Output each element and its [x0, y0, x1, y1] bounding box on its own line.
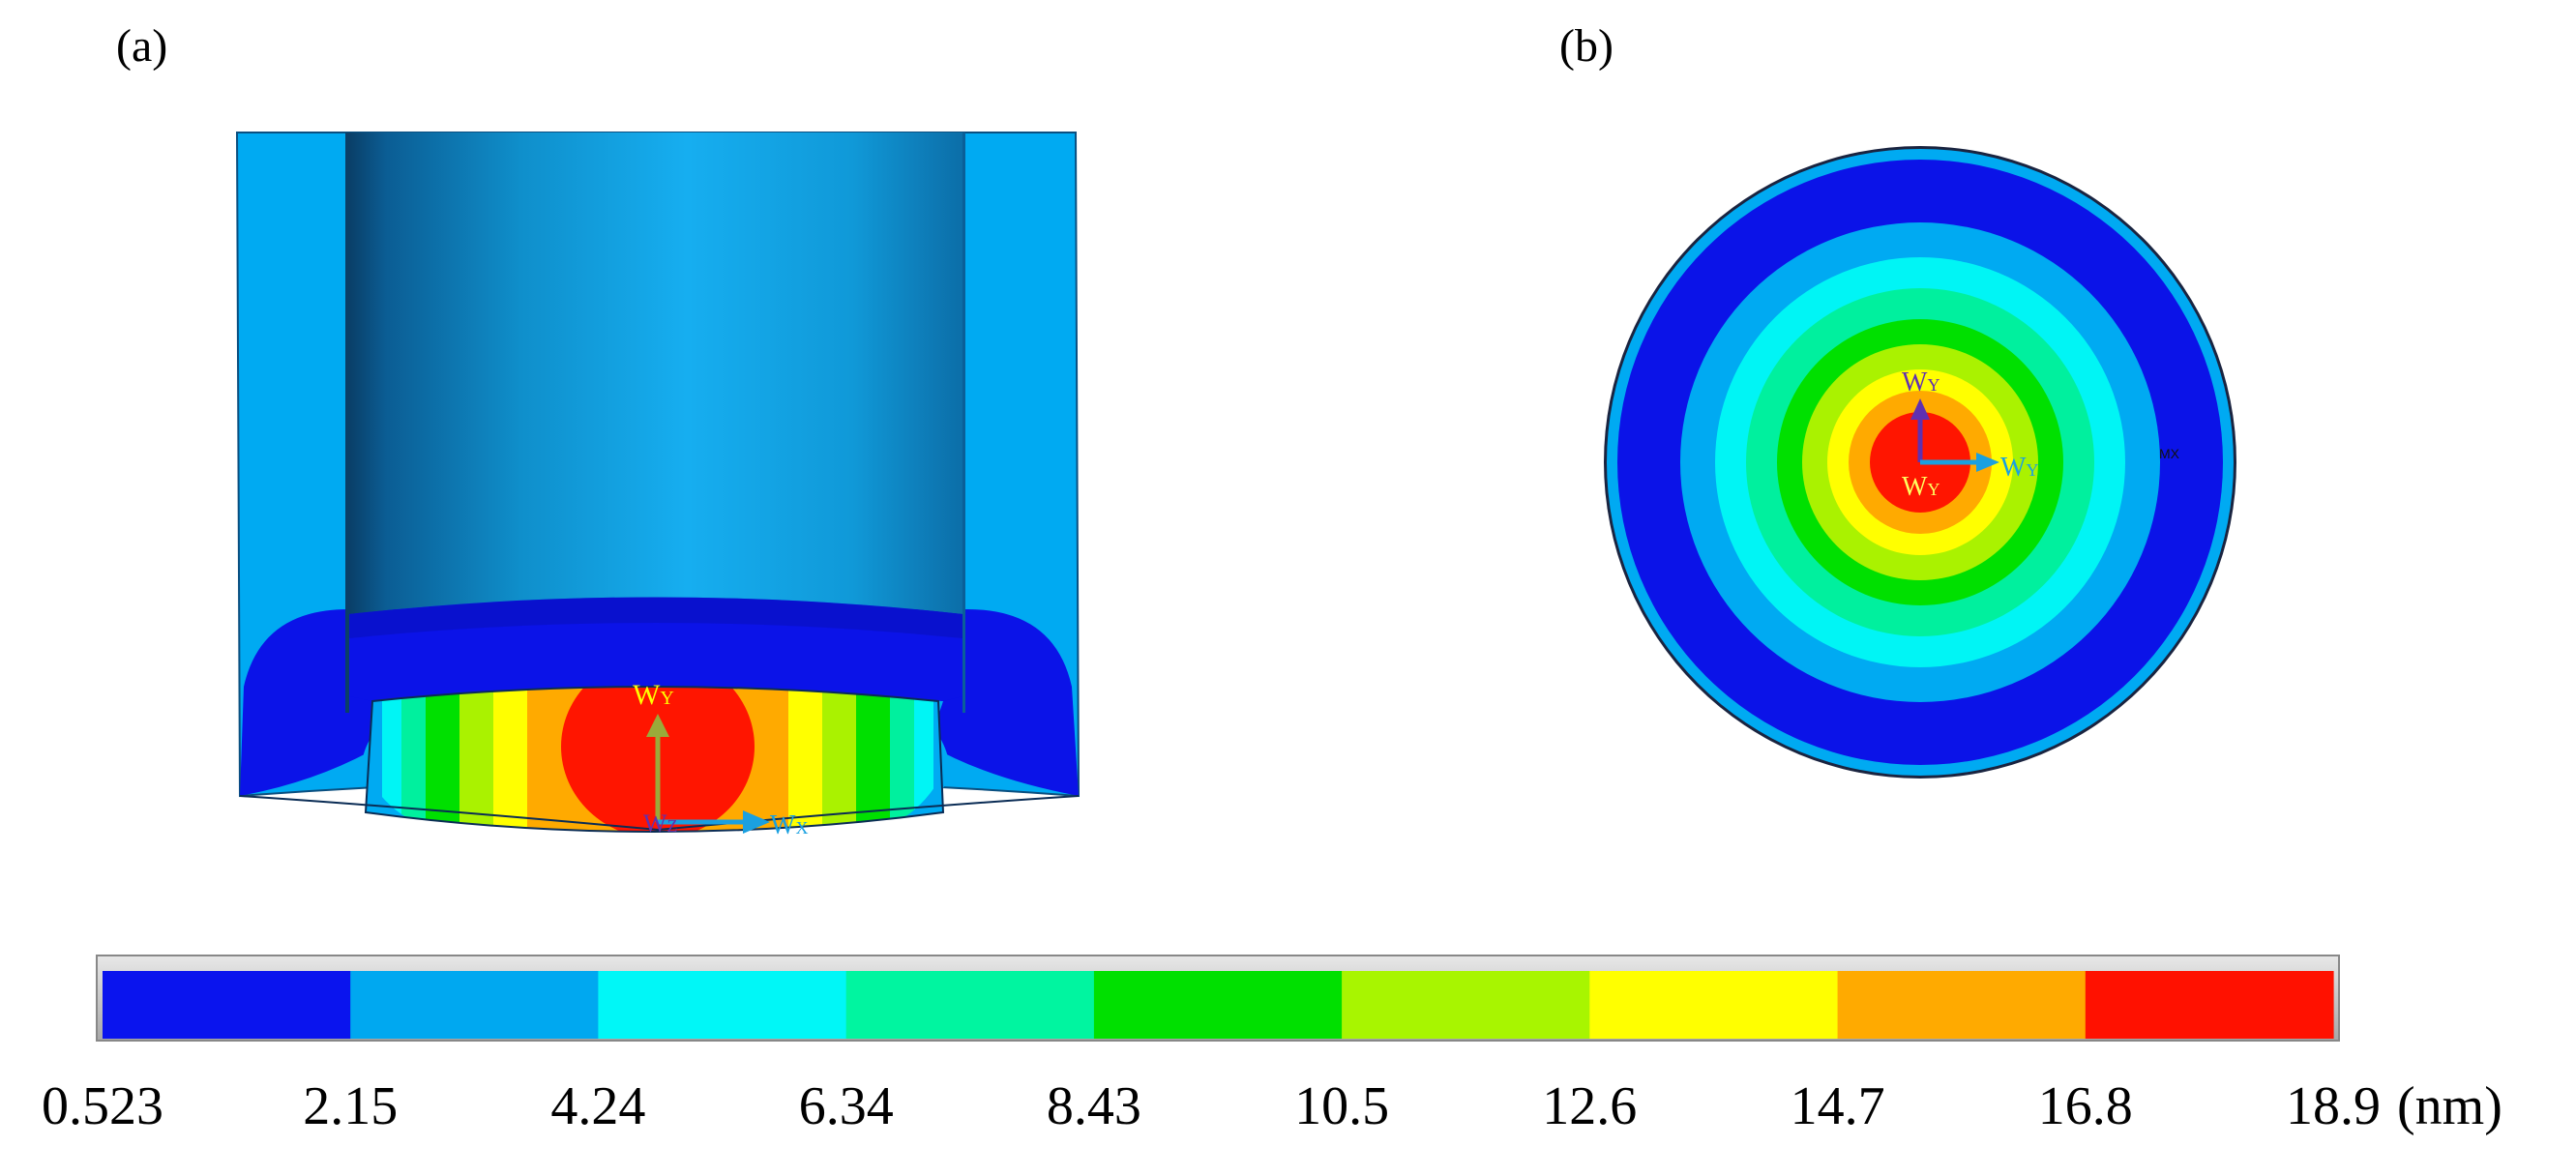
- colorbar: 0.523 2.15 4.24 6.34 8.43 10.5 12.6 14.7 16.8 18.…: [42, 955, 2502, 1136]
- colorbar-segment-9: [2085, 971, 2334, 1039]
- svg-text:WX: WX: [770, 810, 808, 840]
- colorbar-tick-label: 8.43: [1047, 1076, 1141, 1136]
- triad-b: WY WY WY MX: [1902, 368, 2180, 502]
- triad-b-right-label: W: [2000, 453, 2027, 483]
- colorbar-tick-label: 14.7: [1791, 1076, 1885, 1136]
- right-wall-edge: [962, 132, 965, 713]
- colorbar-tick-label: 10.5: [1294, 1076, 1389, 1136]
- svg-text:WZ: WZ: [643, 809, 678, 838]
- svg-text:WY: WY: [633, 679, 674, 711]
- cylinder-bottom-band-shade: [349, 597, 962, 638]
- triad-a: WY WZ WX: [633, 679, 808, 840]
- colorbar-segment-4: [845, 971, 1095, 1039]
- colorbar-tick-label: 2.15: [303, 1076, 398, 1136]
- colorbar-tick-label: 6.34: [799, 1076, 894, 1136]
- colorbar-tick-label: 0.523: [42, 1076, 163, 1136]
- triad-b-top-label: W: [1902, 368, 1928, 397]
- colorbar-segment-3: [598, 971, 847, 1039]
- colorbar-segment-5: [1093, 971, 1343, 1039]
- colorbar-segment-1: [103, 971, 351, 1039]
- inner-cylinder: [349, 132, 962, 614]
- colorbar-segments: [103, 971, 2334, 1039]
- colorbar-unit: (nm): [2397, 1076, 2502, 1136]
- triad-a-y-label: W: [633, 679, 661, 711]
- panel-label-a: (a): [116, 20, 167, 72]
- panel-a-cross-section: WY WZ WX: [235, 132, 1081, 840]
- housing-bottom-edge: [239, 795, 1080, 832]
- triad-a-z-sub: Z: [667, 816, 678, 836]
- colorbar-segment-8: [1837, 971, 2087, 1039]
- panel-label-b: (b): [1559, 20, 1614, 72]
- triad-a-y-sub: Y: [660, 688, 673, 709]
- colorbar-segment-6: [1342, 971, 1590, 1039]
- triad-a-x-label: W: [770, 810, 796, 840]
- triad-b-top-sub: Y: [1927, 375, 1939, 395]
- colorbar-segment-2: [350, 971, 599, 1039]
- triad-a-x-sub: X: [795, 818, 808, 838]
- colorbar-segment-7: [1589, 971, 1839, 1039]
- triad-a-z-label: W: [643, 809, 667, 838]
- colorbar-ticks: 0.523 2.15 4.24 6.34 8.43 10.5 12.6 14.7 16.8 18.…: [42, 1076, 2381, 1136]
- svg-text:WY: WY: [1902, 472, 1939, 502]
- triad-b-right-sub: Y: [2026, 460, 2038, 480]
- colorbar-tick-label: 18.9: [2286, 1076, 2381, 1136]
- triad-b-mx-label: MX: [2159, 446, 2180, 461]
- svg-text:WY: WY: [1902, 368, 1939, 397]
- left-wall-edge: [345, 132, 349, 713]
- triad-b-center-sub: Y: [1927, 480, 1939, 499]
- svg-text:WY: WY: [2000, 453, 2038, 483]
- colorbar-tick-label: 4.24: [550, 1076, 645, 1136]
- colorbar-tick-label: 16.8: [2038, 1076, 2133, 1136]
- colorbar-tick-label: 12.6: [1542, 1076, 1637, 1136]
- triad-b-center-label: W: [1902, 472, 1928, 502]
- panel-b-top-view: WY WY WY MX: [1604, 146, 2236, 779]
- plate-outline: [364, 686, 945, 833]
